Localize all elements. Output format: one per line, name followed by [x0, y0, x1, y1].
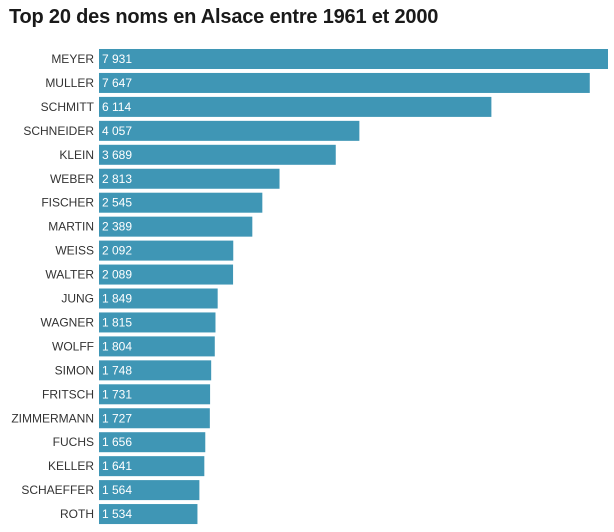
value-label-zimmermann: 1 727: [102, 411, 132, 425]
bar-schneider: [99, 120, 360, 141]
bar-weiss: [99, 240, 234, 261]
value-label-jung: 1 849: [102, 292, 132, 306]
value-label-fischer: 2 545: [102, 196, 132, 210]
category-label-schmitt: SCHMITT: [41, 100, 95, 114]
category-label-weber: WEBER: [50, 172, 94, 186]
bar-walter: [99, 264, 234, 285]
value-label-roth: 1 534: [102, 507, 132, 521]
bar-jung: [99, 288, 218, 309]
bar-wagner: [99, 312, 216, 333]
category-label-keller: KELLER: [48, 459, 94, 473]
bar-fischer: [99, 192, 263, 213]
bar-wolff: [99, 336, 215, 357]
bar-martin: [99, 216, 253, 237]
value-label-weber: 2 813: [102, 172, 132, 186]
bar-meyer: [99, 49, 608, 69]
bar-klein: [99, 144, 336, 165]
value-label-wagner: 1 815: [102, 315, 132, 329]
category-label-martin: MARTIN: [48, 220, 94, 234]
chart-title: Top 20 des noms en Alsace entre 1961 et …: [9, 6, 439, 28]
bar-weber: [99, 168, 280, 189]
value-label-schmitt: 6 114: [102, 100, 131, 114]
value-label-fuchs: 1 656: [102, 435, 132, 449]
value-label-fritsch: 1 731: [102, 387, 132, 401]
value-label-simon: 1 748: [102, 363, 132, 377]
bar-schmitt: [99, 96, 492, 117]
bar-fritsch: [99, 384, 211, 405]
category-label-fritsch: FRITSCH: [42, 387, 94, 401]
category-label-fuchs: FUCHS: [53, 435, 94, 449]
category-label-simon: SIMON: [55, 363, 94, 377]
category-label-wagner: WAGNER: [40, 315, 94, 329]
value-label-martin: 2 389: [102, 220, 132, 234]
category-label-schaeffer: SCHAEFFER: [21, 483, 94, 497]
category-label-fischer: FISCHER: [41, 196, 94, 210]
bar-simon: [99, 360, 212, 381]
category-label-klein: KLEIN: [59, 148, 94, 162]
bar-schaeffer: [99, 480, 200, 501]
value-label-klein: 3 689: [102, 148, 132, 162]
value-label-wolff: 1 804: [102, 339, 132, 353]
category-label-weiss: WEISS: [55, 244, 94, 258]
value-label-weiss: 2 092: [102, 244, 132, 258]
category-label-schneider: SCHNEIDER: [23, 124, 94, 138]
value-label-meyer: 7 931: [102, 52, 132, 66]
value-label-schaeffer: 1 564: [102, 483, 132, 497]
bar-fuchs: [99, 432, 206, 453]
category-label-jung: JUNG: [61, 292, 94, 306]
category-label-walter: WALTER: [45, 268, 94, 282]
value-label-schneider: 4 057: [102, 124, 132, 138]
category-label-muller: MULLER: [45, 76, 94, 90]
value-label-keller: 1 641: [102, 459, 132, 473]
bar-keller: [99, 456, 205, 477]
value-label-muller: 7 647: [102, 76, 132, 90]
value-label-walter: 2 089: [102, 268, 132, 282]
category-label-meyer: MEYER: [51, 52, 94, 66]
category-label-wolff: WOLFF: [52, 339, 94, 353]
bars-layer: MEYER 7 931 MULLER 7 647 SCHMITT 6 114 SCHNEID…: [11, 49, 608, 525]
bar-zimmermann: [99, 408, 210, 429]
bar-muller: [99, 72, 590, 93]
bar-roth: [99, 504, 198, 525]
category-label-roth: ROTH: [60, 507, 94, 521]
category-label-zimmermann: ZIMMERMANN: [11, 411, 94, 425]
